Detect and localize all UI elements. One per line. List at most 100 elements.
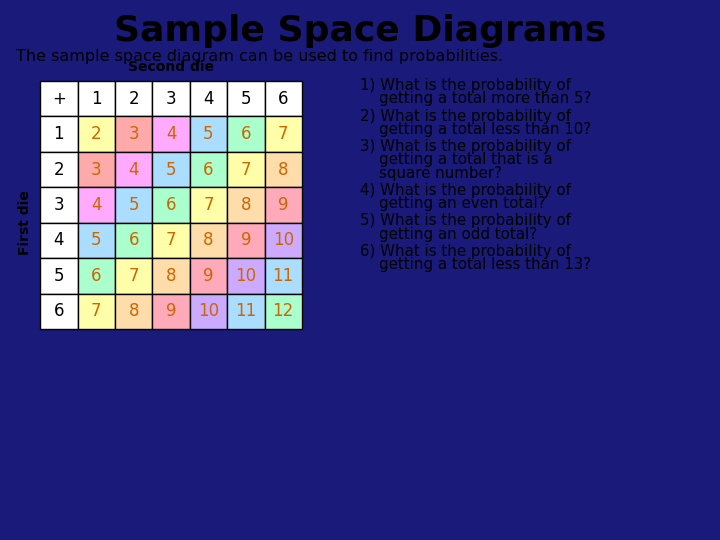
Text: 4: 4 — [166, 125, 176, 143]
Bar — [78, 117, 115, 152]
Text: square number?: square number? — [360, 166, 502, 181]
Text: 11: 11 — [273, 267, 294, 285]
Text: 10: 10 — [198, 302, 219, 320]
Text: 6: 6 — [54, 302, 64, 320]
Bar — [264, 187, 302, 223]
Text: 2) What is the probability of: 2) What is the probability of — [360, 109, 571, 124]
Text: 4: 4 — [203, 90, 214, 108]
Bar — [115, 187, 153, 223]
Text: 7: 7 — [278, 125, 289, 143]
Bar — [40, 258, 78, 294]
Bar — [78, 81, 115, 117]
Text: First die: First die — [19, 191, 32, 255]
Text: 7: 7 — [240, 160, 251, 179]
Text: 5: 5 — [91, 232, 102, 249]
Bar — [190, 187, 228, 223]
Bar — [228, 152, 264, 187]
Bar — [264, 117, 302, 152]
Text: 7: 7 — [166, 232, 176, 249]
Text: +: + — [52, 90, 66, 108]
Bar — [78, 258, 115, 294]
Text: 6: 6 — [278, 90, 289, 108]
Text: getting a total more than 5?: getting a total more than 5? — [360, 91, 591, 106]
Bar — [40, 223, 78, 258]
Bar — [115, 223, 153, 258]
Text: 2: 2 — [91, 125, 102, 143]
Text: getting a total less than 13?: getting a total less than 13? — [360, 257, 591, 272]
Bar — [228, 258, 264, 294]
Text: 3: 3 — [128, 125, 139, 143]
Text: 5: 5 — [128, 196, 139, 214]
Text: 9: 9 — [278, 196, 289, 214]
Bar — [190, 258, 228, 294]
Text: 1: 1 — [91, 90, 102, 108]
Text: 10: 10 — [235, 267, 256, 285]
Text: 4: 4 — [91, 196, 102, 214]
Text: 4: 4 — [128, 160, 139, 179]
Text: 8: 8 — [278, 160, 289, 179]
Bar — [190, 81, 228, 117]
Text: 3: 3 — [166, 90, 176, 108]
Text: 6: 6 — [240, 125, 251, 143]
Text: Second die: Second die — [128, 60, 214, 75]
Text: 12: 12 — [273, 302, 294, 320]
Bar — [264, 258, 302, 294]
Text: 7: 7 — [203, 196, 214, 214]
Text: 3) What is the probability of: 3) What is the probability of — [360, 139, 571, 154]
Text: 5: 5 — [240, 90, 251, 108]
Bar — [264, 81, 302, 117]
Text: 2: 2 — [128, 90, 139, 108]
Bar — [40, 294, 78, 329]
Text: getting an even total?: getting an even total? — [360, 196, 546, 211]
Text: Sample Space Diagrams: Sample Space Diagrams — [114, 14, 606, 48]
Bar — [228, 117, 264, 152]
Text: 5) What is the probability of: 5) What is the probability of — [360, 213, 571, 228]
Text: 4) What is the probability of: 4) What is the probability of — [360, 183, 571, 198]
Text: 5: 5 — [166, 160, 176, 179]
Bar — [40, 152, 78, 187]
Bar — [228, 187, 264, 223]
Text: 7: 7 — [128, 267, 139, 285]
Text: 3: 3 — [91, 160, 102, 179]
Text: 5: 5 — [203, 125, 214, 143]
Text: 2: 2 — [53, 160, 64, 179]
Text: 9: 9 — [166, 302, 176, 320]
Text: 4: 4 — [54, 232, 64, 249]
Text: 3: 3 — [53, 196, 64, 214]
Bar — [78, 294, 115, 329]
Text: 7: 7 — [91, 302, 102, 320]
Text: getting a total less than 10?: getting a total less than 10? — [360, 122, 591, 137]
Bar — [115, 117, 153, 152]
Bar — [190, 294, 228, 329]
Bar — [153, 152, 190, 187]
Bar — [153, 117, 190, 152]
Text: 5: 5 — [54, 267, 64, 285]
Bar — [40, 81, 78, 117]
Bar — [78, 187, 115, 223]
Bar — [78, 223, 115, 258]
Bar — [190, 117, 228, 152]
Text: 6: 6 — [128, 232, 139, 249]
Text: 1) What is the probability of: 1) What is the probability of — [360, 78, 571, 93]
Bar — [115, 258, 153, 294]
Text: getting an odd total?: getting an odd total? — [360, 227, 537, 242]
Text: 8: 8 — [240, 196, 251, 214]
Text: 6: 6 — [91, 267, 102, 285]
Text: 6: 6 — [166, 196, 176, 214]
Bar — [228, 81, 264, 117]
Bar — [78, 152, 115, 187]
Text: 1: 1 — [53, 125, 64, 143]
Bar — [228, 223, 264, 258]
Bar — [153, 258, 190, 294]
Bar — [153, 294, 190, 329]
Bar — [115, 81, 153, 117]
Text: 6) What is the probability of: 6) What is the probability of — [360, 244, 571, 259]
Text: The sample space diagram can be used to find probabilities.: The sample space diagram can be used to … — [16, 49, 503, 64]
Bar — [264, 152, 302, 187]
Bar — [190, 223, 228, 258]
Bar — [115, 294, 153, 329]
Bar — [153, 223, 190, 258]
Text: 10: 10 — [273, 232, 294, 249]
Text: 9: 9 — [203, 267, 214, 285]
Bar — [264, 294, 302, 329]
